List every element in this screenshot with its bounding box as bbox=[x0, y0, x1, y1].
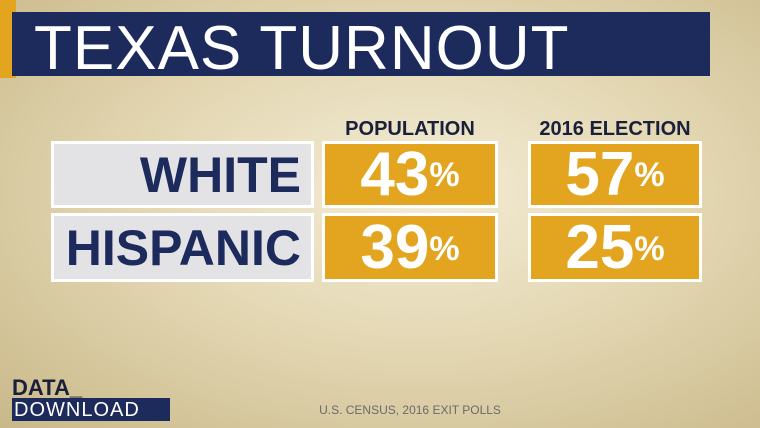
value-text: % bbox=[429, 156, 460, 194]
column-header: POPULATION bbox=[345, 118, 475, 140]
value-text: % bbox=[634, 230, 665, 268]
value-text: 25 bbox=[565, 213, 635, 282]
value-text: % bbox=[429, 230, 460, 268]
source: U.S. CENSUS, 2016 EXIT POLLS bbox=[319, 403, 501, 417]
title-bar: TEXAS TURNOUT bbox=[12, 12, 710, 80]
row-label: HISPANIC bbox=[51, 213, 314, 282]
value-text: 57 bbox=[565, 140, 635, 209]
value-text: % bbox=[634, 156, 665, 194]
brand-box bbox=[12, 398, 170, 421]
title: TEXAS TURNOUT bbox=[34, 14, 570, 83]
brand-bottom: DOWNLOAD bbox=[14, 399, 140, 421]
value-cell: 43% bbox=[322, 140, 498, 209]
value-cell: 25% bbox=[528, 213, 702, 282]
row-label: WHITE bbox=[51, 141, 314, 208]
value-text: 43 bbox=[360, 140, 430, 209]
brand-top: DATA_ bbox=[12, 375, 83, 400]
value-text: 39 bbox=[360, 213, 430, 282]
column-header: 2016 ELECTION bbox=[539, 118, 691, 140]
value-cell: 57% bbox=[528, 140, 702, 209]
value-cell: 39% bbox=[322, 213, 498, 282]
